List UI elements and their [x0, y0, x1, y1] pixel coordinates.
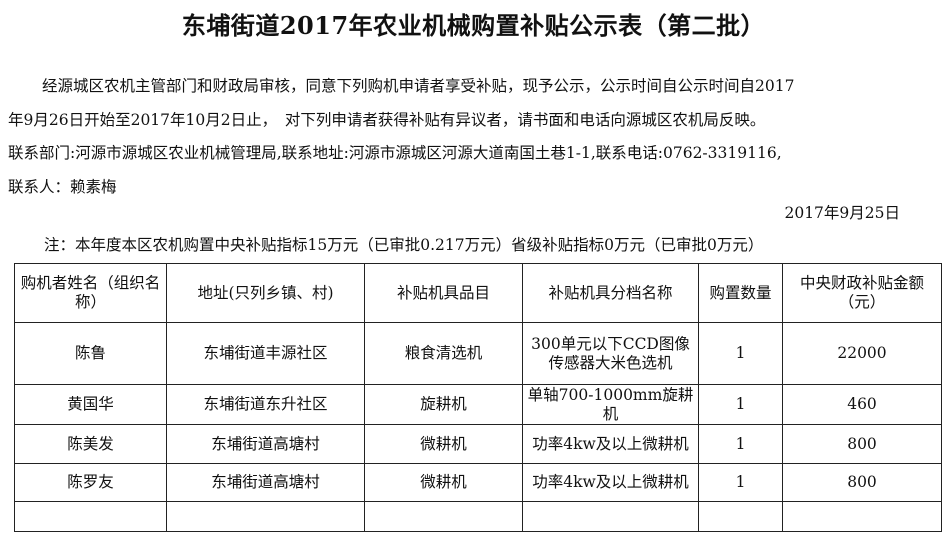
cell-category [364, 501, 523, 532]
cell-subsidy [782, 501, 942, 532]
paragraph-line: 年9月26日开始至2017年10月2日止， 对下列申请者获得补贴有异议者，请书面… [8, 110, 766, 129]
cell-subsidy: 460 [782, 384, 942, 425]
cell-address [166, 501, 365, 532]
page-title: 东埔街道2017年农业机械购置补贴公示表（第二批） [181, 11, 766, 40]
cell-quantity: 1 [698, 424, 783, 464]
table-row: 黄国华 东埔街道东升社区 旋耕机 单轴700-1000mm旋耕机 1 460 [14, 384, 942, 425]
paragraph-line: 经源城区农机主管部门和财政局审核，同意下列购机申请者享受补贴，现予公示，公示时间… [42, 77, 795, 95]
cell-model-tier [522, 501, 699, 532]
cell-subsidy: 800 [782, 463, 942, 502]
cell-address: 东埔街道高塘村 [166, 463, 365, 502]
notice-date: 2017年9月25日 [784, 204, 900, 222]
header-model-tier: 补贴机具分档名称 [522, 263, 699, 323]
cell-quantity [698, 501, 783, 532]
cell-buyer: 陈美发 [14, 424, 167, 464]
table-row: 陈美发 东埔街道高塘村 微耕机 功率4kw及以上微耕机 1 800 [14, 424, 942, 464]
cell-buyer [14, 501, 167, 532]
notice-paragraph: 经源城区农机主管部门和财政局审核，同意下列购机申请者享受补贴，现予公示，公示时间… [8, 70, 943, 204]
table-row-empty [14, 501, 942, 532]
table-row: 陈鲁 东埔街道丰源社区 粮食清选机 300单元以下CCD图像传感器大米色选机 1… [14, 322, 942, 385]
contact-person: 联系人：赖素梅 [8, 177, 117, 196]
cell-quantity: 1 [698, 463, 783, 502]
cell-subsidy: 22000 [782, 322, 942, 385]
header-category: 补贴机具品目 [364, 263, 523, 323]
cell-model-tier: 单轴700-1000mm旋耕机 [522, 384, 699, 425]
header-quantity: 购置数量 [698, 263, 783, 323]
cell-model-tier: 功率4kw及以上微耕机 [522, 463, 699, 502]
cell-model-tier: 300单元以下CCD图像传感器大米色选机 [522, 322, 699, 385]
cell-buyer: 陈鲁 [14, 322, 167, 385]
cell-category: 粮食清选机 [364, 322, 523, 385]
cell-buyer: 黄国华 [14, 384, 167, 425]
table-row: 陈罗友 东埔街道高塘村 微耕机 功率4kw及以上微耕机 1 800 [14, 463, 942, 502]
cell-address: 东埔街道东升社区 [166, 384, 365, 425]
subsidy-table: 购机者姓名（组织名称） 地址(只列乡镇、村) 补贴机具品目 补贴机具分档名称 购… [14, 263, 942, 532]
contact-line: 联系部门:河源市源城区农业机械管理局,联系地址:河源市源城区河源大道南国土巷1-… [8, 144, 782, 162]
cell-category: 微耕机 [364, 424, 523, 464]
cell-category: 微耕机 [364, 463, 523, 502]
cell-address: 东埔街道高塘村 [166, 424, 365, 464]
cell-category: 旋耕机 [364, 384, 523, 425]
header-subsidy: 中央财政补贴金额（元） [782, 263, 942, 323]
subsidy-note: 注：本年度本区农机购置中央补贴指标15万元（已审批0.217万元）省级补贴指标0… [44, 236, 764, 254]
header-address: 地址(只列乡镇、村) [166, 263, 365, 323]
cell-buyer: 陈罗友 [14, 463, 167, 502]
cell-model-tier: 功率4kw及以上微耕机 [522, 424, 699, 464]
cell-subsidy: 800 [782, 424, 942, 464]
table-header-row: 购机者姓名（组织名称） 地址(只列乡镇、村) 补贴机具品目 补贴机具分档名称 购… [14, 263, 942, 323]
cell-address: 东埔街道丰源社区 [166, 322, 365, 385]
cell-quantity: 1 [698, 384, 783, 425]
cell-quantity: 1 [698, 322, 783, 385]
header-buyer: 购机者姓名（组织名称） [14, 263, 167, 323]
